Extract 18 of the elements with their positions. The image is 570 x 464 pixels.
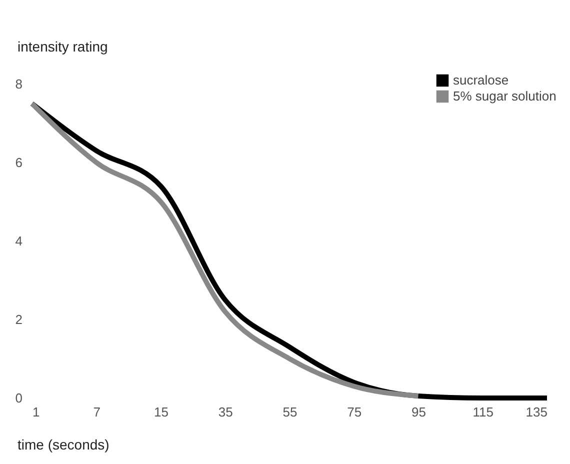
y-tick-label: 4 bbox=[15, 234, 22, 248]
x-tick-label: 135 bbox=[526, 404, 548, 420]
legend-label: 5% sugar solution bbox=[453, 88, 556, 104]
x-tick-label: 35 bbox=[218, 404, 233, 420]
x-tick-label: 115 bbox=[472, 404, 494, 420]
x-tick-label: 55 bbox=[282, 404, 298, 420]
x-tick-label: 1 bbox=[32, 404, 40, 420]
x-tick-label: 75 bbox=[347, 404, 362, 420]
y-tick-label: 6 bbox=[15, 155, 22, 170]
x-axis-title: time (seconds) bbox=[18, 436, 110, 452]
y-tick-label: 0 bbox=[15, 390, 22, 406]
y-tick-label: 2 bbox=[15, 312, 22, 327]
y-axis-title: intensity rating bbox=[18, 38, 108, 54]
x-tick-label: 95 bbox=[412, 404, 426, 420]
x-tick-label: 15 bbox=[154, 404, 168, 420]
y-tick-label: 8 bbox=[15, 76, 22, 92]
legend-label: sucralose bbox=[453, 72, 509, 88]
x-tick-label: 7 bbox=[93, 404, 100, 420]
